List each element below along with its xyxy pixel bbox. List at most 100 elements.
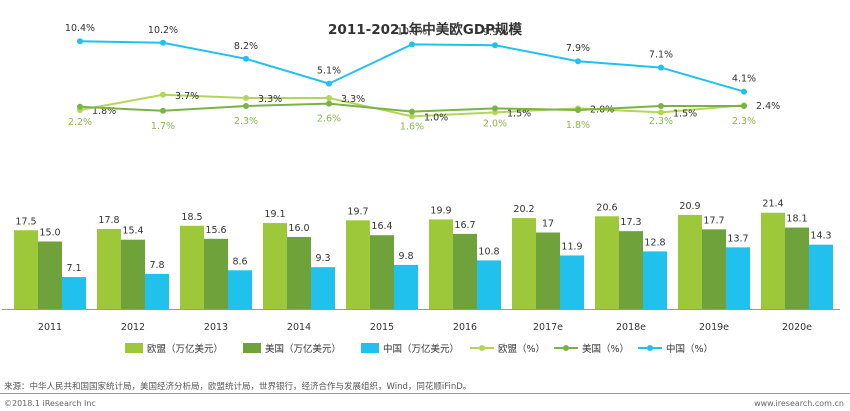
bar-2-2020e (785, 227, 809, 309)
bar-3-2019e (726, 247, 750, 309)
bar-label-1-2015: 19.7 (347, 206, 368, 217)
bar-label-2-2017e: 17 (542, 219, 554, 230)
bar-label-1-2018e: 20.6 (596, 202, 617, 213)
bar-3-2017e (560, 255, 584, 309)
line-label-2-2016: 2.0% (483, 118, 507, 129)
bar-3-2020e (809, 244, 833, 309)
line-label-1-2017e: 2.0% (590, 104, 614, 115)
bar-label-3-2011: 7.1 (66, 263, 81, 274)
line-point-2-2016 (492, 105, 498, 112)
x-tick-2016: 2016 (453, 322, 477, 333)
line-label-2-2018e: 2.3% (649, 116, 673, 127)
bar-2-2018e (619, 231, 643, 309)
line-point-2-2013 (243, 103, 249, 109)
bar-label-1-2017e: 20.2 (513, 204, 534, 215)
line-point-3-2014 (326, 80, 332, 87)
bar-1-2014 (263, 223, 287, 309)
legend-label-line-2: 美国（%） (582, 343, 629, 355)
line-label-2-2019e: 2.3% (732, 116, 756, 127)
line-point-3-2012 (160, 39, 166, 46)
bar-label-3-2016: 10.8 (478, 246, 499, 257)
bar-2-2017e (536, 232, 560, 309)
line-label-3-2014: 5.1% (317, 66, 341, 77)
footer-divider (0, 393, 850, 394)
legend-marker-1 (479, 345, 485, 351)
line-point-2-2011 (77, 103, 83, 110)
x-tick-2014: 2014 (287, 322, 311, 333)
line-label-3-2018e: 7.1% (649, 50, 673, 61)
bar-2-2013 (204, 238, 228, 309)
x-tick-2020e: 2020e (782, 322, 812, 333)
line-point-2-2019e (741, 103, 747, 109)
bar-3-2016 (477, 260, 501, 309)
line-label-2-2011: 2.2% (68, 117, 92, 128)
bar-2-2012 (121, 239, 145, 309)
bar-3-2018e (643, 251, 667, 309)
line-point-3-2016 (492, 42, 498, 49)
bar-1-2020e (761, 212, 785, 309)
bar-1-2012 (97, 228, 121, 309)
line-label-3-2012: 10.2% (148, 25, 178, 36)
line-point-2-2014 (326, 100, 332, 107)
x-tick-2013: 2013 (204, 322, 228, 333)
bar-2-2019e (702, 229, 726, 309)
legend-marker-3 (647, 345, 653, 351)
bar-label-1-2020e: 21.4 (762, 199, 783, 210)
bar-label-2-2012: 15.4 (122, 226, 143, 237)
line-label-2-2013: 2.3% (234, 116, 258, 127)
bar-1-2016 (429, 219, 453, 309)
bar-label-3-2019e: 13.7 (727, 233, 748, 244)
legend-label-bar-1: 欧盟（万亿美元） (147, 343, 223, 355)
line-label-3-2013: 8.2% (234, 41, 258, 52)
bar-label-2-2016: 16.7 (454, 220, 475, 231)
bar-1-2017e (512, 218, 536, 309)
bar-1-2018e (595, 216, 619, 309)
line-label-1-2012: 3.7% (175, 91, 199, 102)
line-label-3-2016: 9.9% (483, 27, 507, 38)
line-point-1-2013 (243, 95, 249, 101)
bar-label-1-2012: 17.8 (98, 215, 119, 226)
bar-label-2-2011: 15.0 (39, 228, 60, 239)
bar-label-2-2013: 15.6 (205, 225, 226, 236)
line-label-3-2019e: 4.1% (732, 74, 756, 85)
line-label-3-2011: 10.4% (65, 23, 95, 34)
copyright-text: ©2018.1 iResearch Inc (4, 399, 96, 408)
x-tick-2011: 2011 (38, 322, 62, 333)
legend-label-line-1: 欧盟（%） (498, 343, 545, 355)
bar-label-2-2020e: 18.1 (786, 214, 807, 225)
bar-label-1-2013: 18.5 (181, 212, 202, 223)
line-label-3-2015: 10.0% (397, 26, 427, 37)
bar-label-1-2011: 17.5 (15, 216, 36, 227)
line-label-2-2014: 2.6% (317, 114, 341, 125)
bar-label-1-2019e: 20.9 (679, 201, 700, 212)
line-point-3-2013 (243, 55, 249, 62)
bar-label-1-2016: 19.9 (430, 205, 451, 216)
line-label-1-2019e: 2.4% (756, 101, 780, 112)
bar-label-2-2018e: 17.3 (620, 217, 641, 228)
bar-label-2-2015: 16.4 (371, 221, 392, 232)
x-tick-2019e: 2019e (699, 322, 729, 333)
bar-label-3-2017e: 11.9 (561, 241, 582, 252)
bar-label-2-2019e: 17.7 (703, 215, 724, 226)
bar-2-2016 (453, 233, 477, 309)
line-point-1-2012 (160, 91, 166, 98)
website-text: www.iresearch.com.cn (754, 399, 844, 408)
chart-title: 2011-2021年中美欧GDP规模 (328, 21, 522, 38)
line-label-1-2016: 1.5% (507, 108, 531, 119)
line-label-2-2012: 1.7% (151, 121, 175, 132)
line-point-3-2018e (658, 64, 664, 71)
legend-label-bar-2: 美国（万亿美元） (265, 343, 341, 355)
gdp-chart: 2011-2021年中美欧GDP规模17.515.07.1201117.815.… (2, 21, 840, 355)
bar-label-3-2020e: 14.3 (810, 231, 831, 242)
line-label-1-2018e: 1.5% (673, 108, 697, 119)
bar-label-1-2014: 19.1 (264, 209, 285, 220)
bar-1-2011 (14, 230, 38, 309)
bar-label-3-2018e: 12.8 (644, 237, 665, 248)
line-label-1-2015: 1.0% (424, 112, 448, 123)
legend-swatch-bar-1 (125, 343, 143, 353)
x-tick-2018e: 2018e (616, 322, 646, 333)
line-point-1-2018e (658, 109, 664, 116)
bar-label-3-2014: 9.3 (315, 253, 330, 264)
legend-label-bar-3: 中国（万亿美元） (383, 343, 459, 355)
